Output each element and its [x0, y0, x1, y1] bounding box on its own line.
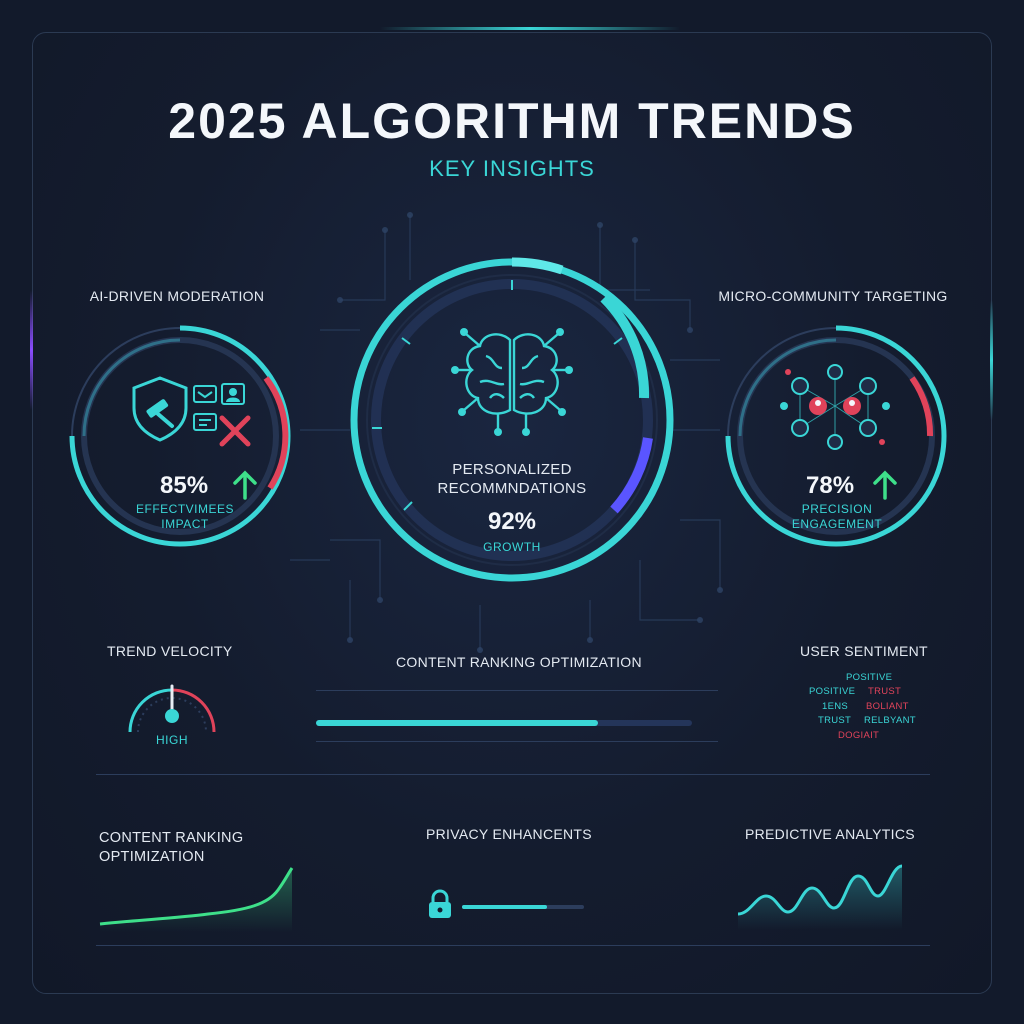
content-ranking-growth-curve	[99, 867, 294, 932]
section-divider	[96, 774, 930, 775]
sentiment-word: POSITIVE	[846, 672, 893, 683]
sentiment-word: DOGIAIT	[838, 730, 880, 741]
content-ranking-mid-label: CONTENT RANKING OPTIMIZATION	[396, 654, 642, 670]
trend-velocity-speedometer	[128, 684, 216, 733]
moderation-caption-1: EFFECTVIMEES	[135, 502, 234, 516]
chat-user-icons	[193, 383, 245, 431]
micro-label: MICRO-COMMUNITY TARGETING	[718, 288, 948, 304]
left-glow	[30, 290, 33, 410]
micro-caption-1: PRECISION	[801, 502, 873, 516]
right-glow	[990, 300, 993, 420]
brain-circuit-icon	[451, 328, 573, 436]
reject-x-icon	[219, 415, 251, 447]
micro-caption-2: ENGAGEMENT	[791, 517, 883, 531]
sentiment-word: RELBYANT	[864, 715, 916, 726]
moderation-caption-2: IMPACT	[161, 517, 209, 531]
privacy-track	[462, 905, 584, 909]
page-title: 2025 ALGORITHM TRENDS	[168, 93, 856, 149]
trend-velocity-label: TREND VELOCITY	[107, 643, 233, 659]
personalized-label-2: RECOMMNDATIONS	[437, 480, 587, 497]
content-ranking-progress-fill	[316, 720, 598, 726]
moderation-label: AI-DRIVEN MODERATION	[89, 288, 265, 304]
lock-icon	[429, 889, 451, 918]
privacy-progress-fill	[462, 905, 548, 909]
predictive-label: PREDICTIVE ANALYTICS	[745, 826, 915, 842]
ranking-line-bottom	[316, 741, 718, 742]
micro-value: 78%	[806, 472, 855, 499]
sentiment-word: 1ENS	[822, 701, 849, 712]
page-subtitle: KEY INSIGHTS	[429, 156, 595, 181]
personalized-label-1: PERSONALIZED	[452, 461, 572, 478]
user-sentiment-label: USER SENTIMENT	[800, 643, 928, 659]
moderation-value: 85%	[160, 472, 209, 499]
content-ranking-track	[316, 720, 692, 726]
moderation-gauge	[69, 325, 291, 547]
bottom-divider	[96, 945, 930, 946]
sentiment-word: TRUST	[868, 686, 902, 697]
micro-arrow-up-icon	[873, 470, 897, 500]
trend-velocity-value: HIGH	[156, 733, 188, 747]
bottom-content-ranking-label-1: CONTENT RANKING	[99, 830, 244, 846]
shield-gavel-icon	[132, 376, 188, 442]
ranking-line-top	[316, 690, 718, 691]
personalized-value: 92%	[487, 508, 537, 535]
personalized-caption: GROWTH	[483, 540, 541, 554]
sentiment-word: TRUST	[818, 715, 852, 726]
micro-gauge	[725, 325, 947, 547]
moderation-arrow-up-icon	[233, 470, 257, 500]
sentiment-word: POSITIVE	[809, 686, 856, 697]
top-glow	[380, 27, 680, 30]
dashboard-frame	[32, 32, 992, 994]
personalized-gauge	[350, 257, 674, 582]
predictive-wave-chart	[737, 864, 903, 930]
bottom-content-ranking-label-2: OPTIMIZATION	[99, 849, 205, 865]
sentiment-word: BOLIANT	[866, 701, 909, 712]
community-network-icon	[780, 364, 890, 450]
privacy-label: PRIVACY ENHANCENTS	[426, 826, 592, 842]
